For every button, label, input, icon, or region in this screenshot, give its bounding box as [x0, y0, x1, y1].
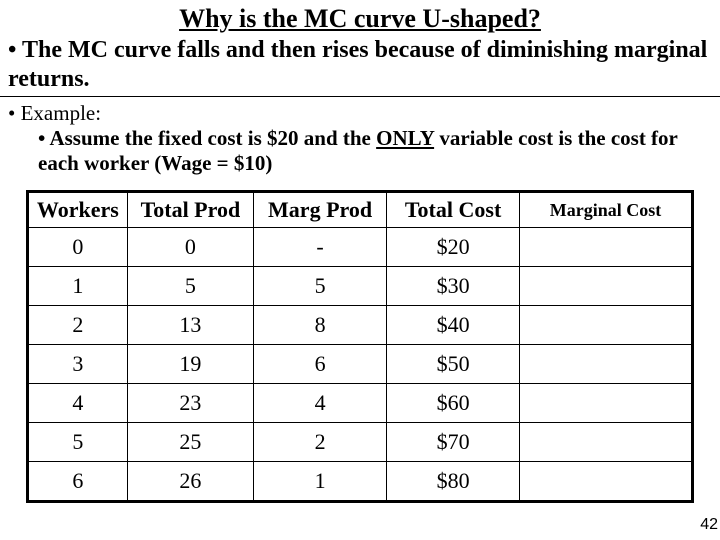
cell-marg-prod: 8 — [254, 306, 387, 345]
cell-total-prod: 19 — [127, 345, 253, 384]
cell-marg-cost — [520, 384, 693, 423]
assume-prefix: • Assume the fixed cost is $20 and the — [38, 126, 376, 150]
page-number: 42 — [700, 516, 718, 534]
table-row: 5 25 2 $70 — [28, 423, 693, 462]
cost-table: Workers Total Prod Marg Prod Total Cost … — [26, 190, 694, 503]
cell-marg-cost — [520, 306, 693, 345]
cell-total-prod: 23 — [127, 384, 253, 423]
cell-total-cost: $30 — [387, 267, 520, 306]
cell-marg-prod: 4 — [254, 384, 387, 423]
cell-total-cost: $70 — [387, 423, 520, 462]
cell-total-cost: $50 — [387, 345, 520, 384]
table-container: Workers Total Prod Marg Prod Total Cost … — [0, 182, 720, 503]
page-title: Why is the MC curve U-shaped? — [0, 0, 720, 36]
cell-marg-cost — [520, 462, 693, 502]
table-row: 0 0 - $20 — [28, 228, 693, 267]
cell-workers: 4 — [28, 384, 128, 423]
cell-total-cost: $80 — [387, 462, 520, 502]
cell-workers: 6 — [28, 462, 128, 502]
cell-total-cost: $60 — [387, 384, 520, 423]
example-label: • Example: — [0, 101, 720, 126]
cell-marg-cost — [520, 267, 693, 306]
header-workers: Workers — [28, 192, 128, 228]
cell-workers: 0 — [28, 228, 128, 267]
cell-total-cost: $40 — [387, 306, 520, 345]
cell-total-prod: 13 — [127, 306, 253, 345]
cell-workers: 5 — [28, 423, 128, 462]
table-row: 4 23 4 $60 — [28, 384, 693, 423]
cell-marg-prod: 6 — [254, 345, 387, 384]
table-row: 1 5 5 $30 — [28, 267, 693, 306]
cell-marg-prod: - — [254, 228, 387, 267]
table-row: 6 26 1 $80 — [28, 462, 693, 502]
cell-total-cost: $20 — [387, 228, 520, 267]
divider — [0, 96, 720, 97]
cell-marg-cost — [520, 228, 693, 267]
table-row: 2 13 8 $40 — [28, 306, 693, 345]
cell-workers: 3 — [28, 345, 128, 384]
cell-workers: 2 — [28, 306, 128, 345]
cell-total-prod: 0 — [127, 228, 253, 267]
cell-marg-cost — [520, 423, 693, 462]
assume-only-underlined: ONLY — [376, 126, 434, 150]
example-assumption: • Assume the fixed cost is $20 and the O… — [0, 126, 720, 182]
cell-workers: 1 — [28, 267, 128, 306]
table-row: 3 19 6 $50 — [28, 345, 693, 384]
cell-marg-prod: 2 — [254, 423, 387, 462]
header-marg-prod: Marg Prod — [254, 192, 387, 228]
table-header-row: Workers Total Prod Marg Prod Total Cost … — [28, 192, 693, 228]
header-total-cost: Total Cost — [387, 192, 520, 228]
header-total-prod: Total Prod — [127, 192, 253, 228]
header-marg-cost: Marginal Cost — [520, 192, 693, 228]
main-bullet-text: • The MC curve falls and then rises beca… — [0, 36, 720, 96]
cell-marg-cost — [520, 345, 693, 384]
cell-marg-prod: 5 — [254, 267, 387, 306]
cell-total-prod: 25 — [127, 423, 253, 462]
cell-total-prod: 5 — [127, 267, 253, 306]
table-body: 0 0 - $20 1 5 5 $30 2 13 8 $40 3 — [28, 228, 693, 502]
cell-total-prod: 26 — [127, 462, 253, 502]
cell-marg-prod: 1 — [254, 462, 387, 502]
